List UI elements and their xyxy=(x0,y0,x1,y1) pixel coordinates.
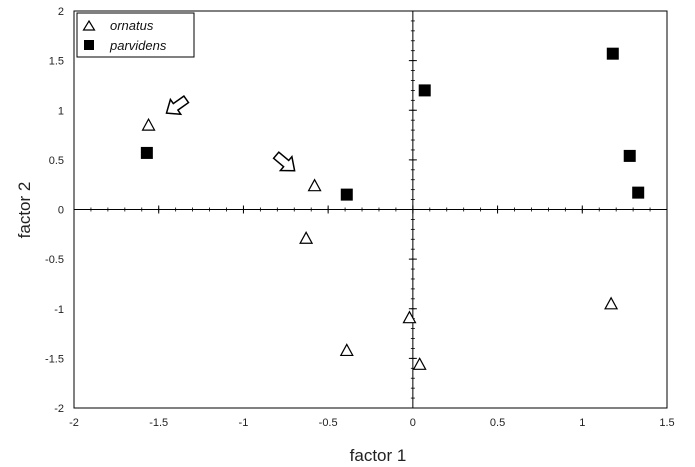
y-tick-label: 1.5 xyxy=(49,56,64,68)
legend-label-parvidens: parvidens xyxy=(109,38,167,53)
x-tick-label: -0.5 xyxy=(319,417,338,429)
legend: ornatus parvidens xyxy=(76,12,195,58)
legend-label-ornatus: ornatus xyxy=(110,18,154,33)
x-tick-label: -1.5 xyxy=(149,417,168,429)
data-point-ornatus xyxy=(141,117,156,131)
annotation-arrow xyxy=(272,151,296,172)
legend-marker-parvidens xyxy=(84,40,94,50)
x-tick-label: 0 xyxy=(410,417,416,429)
y-tick-label: -1.5 xyxy=(45,353,64,365)
legend-marker-ornatus xyxy=(82,19,96,31)
y-axis-label: factor 2 xyxy=(15,182,34,239)
y-tick-label: -0.5 xyxy=(45,254,64,266)
y-tick-label: 1 xyxy=(58,105,64,117)
x-axis-label: factor 1 xyxy=(350,446,407,465)
data-point-parvidens xyxy=(606,47,619,60)
data-point-ornatus xyxy=(402,310,417,324)
x-tick-label: 1 xyxy=(579,417,585,429)
y-tick-label: -1 xyxy=(54,304,64,316)
y-tick-label: 2 xyxy=(58,6,64,18)
annotation-arrow xyxy=(165,95,190,116)
x-tick-label: -2 xyxy=(69,417,79,429)
x-tick-label: 1.5 xyxy=(659,417,674,429)
legend-box xyxy=(76,12,195,58)
data-point-parvidens xyxy=(140,146,153,159)
data-point-parvidens xyxy=(340,188,353,201)
data-point-parvidens xyxy=(623,149,636,162)
data-point-parvidens xyxy=(418,84,431,97)
x-tick-label: 0.5 xyxy=(490,417,505,429)
data-point-ornatus xyxy=(604,296,619,310)
y-tick-label: 0 xyxy=(58,205,64,217)
y-tick-label: -2 xyxy=(54,403,64,415)
data-point-ornatus xyxy=(412,357,427,370)
x-tick-label: -1 xyxy=(239,417,249,429)
data-point-parvidens xyxy=(632,186,645,199)
data-point-ornatus xyxy=(307,178,322,192)
data-point-ornatus xyxy=(339,343,354,357)
data-point-ornatus xyxy=(299,231,314,244)
y-tick-label: 0.5 xyxy=(49,155,64,167)
